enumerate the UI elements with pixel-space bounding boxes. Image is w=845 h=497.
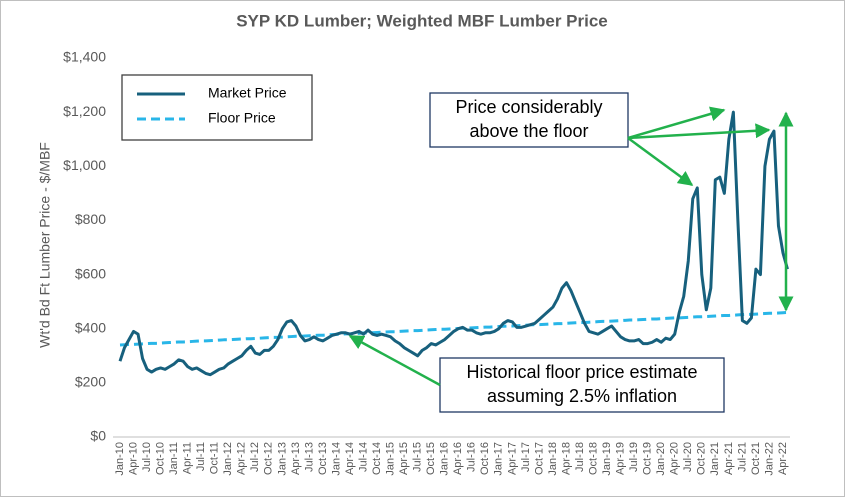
x-tick-label: Apr-22	[777, 442, 789, 475]
annotation-text: Price considerably	[455, 97, 602, 117]
line-series	[118, 110, 789, 377]
x-tick-label: Apr-11	[182, 442, 194, 474]
x-tick-label: Jan-21	[709, 442, 721, 476]
y-tick-label: $0	[90, 428, 106, 444]
y-tick-label: $800	[75, 211, 106, 227]
x-tick-label: Apr-20	[669, 442, 681, 475]
annotation-text: above the floor	[469, 121, 588, 141]
x-tick-label: Apr-17	[506, 442, 518, 475]
y-tick-label: $1,200	[63, 103, 106, 119]
x-tick-label: Oct-11	[209, 442, 221, 474]
x-tick-label: Jan-13	[276, 442, 288, 476]
y-tick-label: $1,400	[63, 49, 106, 65]
x-tick-label: Jul-16	[466, 442, 478, 472]
arrow	[348, 334, 441, 387]
legend-label: Market Price	[208, 85, 287, 101]
x-tick-label: Jul-18	[574, 442, 586, 472]
x-tick-label: Jan-16	[439, 442, 451, 476]
y-axis-label: Wt'd Bd Ft Lumber Price - $/MBF	[37, 142, 53, 348]
x-tick-label: Oct-20	[696, 442, 708, 475]
x-tick-label: Apr-13	[290, 442, 302, 475]
x-tick-label: Apr-15	[398, 442, 410, 475]
annotation-text: assuming 2.5% inflation	[487, 386, 677, 406]
arrow	[627, 123, 771, 140]
legend-label: Floor Price	[208, 110, 276, 126]
y-tick-label: $1,000	[63, 157, 106, 173]
x-tick-label: Jul-19	[628, 442, 640, 472]
x-tick-label: Jan-19	[601, 442, 613, 476]
x-tick-label: Oct-15	[425, 442, 437, 475]
x-tick-label: Oct-18	[587, 442, 599, 475]
x-tick-label: Oct-17	[533, 442, 545, 475]
x-tick-label: Oct-10	[154, 442, 166, 475]
arrow	[627, 136, 694, 187]
x-tick-label: Jan-12	[222, 442, 234, 476]
x-tick-label: Oct-16	[479, 442, 491, 475]
y-tick-label: $200	[75, 374, 106, 390]
arrow	[627, 106, 726, 140]
y-tick-label: $600	[75, 265, 106, 281]
x-tick-label: Oct-21	[750, 442, 762, 475]
x-tick-label: Oct-13	[317, 442, 329, 475]
x-tick-label: Jul-12	[249, 442, 261, 472]
y-tick-label: $400	[75, 319, 106, 335]
x-tick-label: Apr-19	[615, 442, 627, 475]
x-tick-label: Jan-22	[763, 442, 775, 476]
x-tick-label: Jul-10	[141, 442, 153, 472]
x-tick-label: Jan-14	[330, 442, 342, 476]
x-tick-label: Jul-20	[682, 442, 694, 472]
x-tick-label: Oct-14	[371, 442, 383, 475]
x-tick-label: Apr-16	[452, 442, 464, 475]
annotation-box	[429, 92, 629, 148]
x-tick-label: Jul-17	[520, 442, 532, 472]
x-tick-label: Jul-14	[357, 442, 369, 472]
x-tick-label: Jan-11	[168, 442, 180, 475]
x-tick-label: Jan-18	[547, 442, 559, 476]
x-tick-label: Oct-12	[263, 442, 275, 475]
x-tick-label: Apr-14	[344, 442, 356, 475]
annotation-text: Historical floor price estimate	[466, 362, 697, 382]
x-tick-label: Apr-18	[560, 442, 572, 475]
chart-title: SYP KD Lumber; Weighted MBF Lumber Price	[236, 11, 608, 30]
x-tick-label: Apr-21	[723, 442, 735, 475]
x-tick-label: Jul-13	[303, 442, 315, 472]
x-tick-label: Jan-10	[114, 442, 126, 476]
legend	[121, 74, 313, 141]
x-tick-label: Oct-19	[642, 442, 654, 475]
x-tick-label: Jan-20	[655, 442, 667, 476]
x-tick-label: Jan-17	[493, 442, 505, 476]
x-tick-label: Jul-21	[736, 442, 748, 472]
x-tick-label: Jan-15	[385, 442, 397, 476]
x-tick-label: Jul-11	[195, 442, 207, 471]
x-tick-label: Apr-12	[236, 442, 248, 475]
x-tick-label: Jul-15	[412, 442, 424, 472]
x-tick-label: Apr-10	[127, 442, 139, 475]
